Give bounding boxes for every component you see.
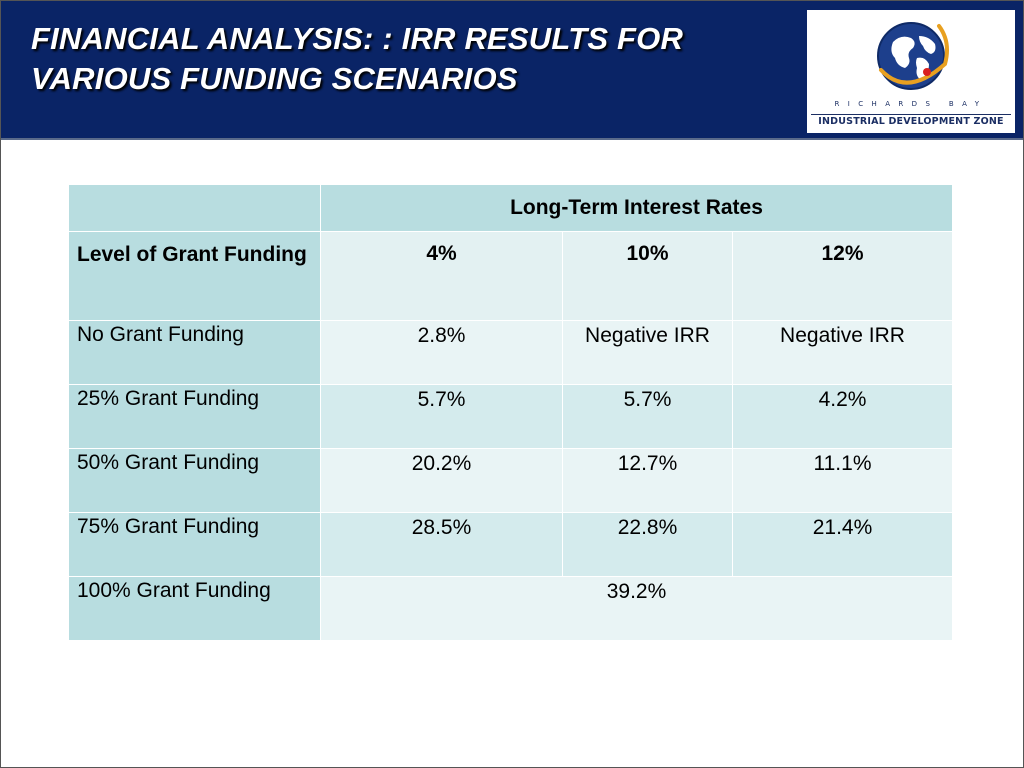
row-label: No Grant Funding — [68, 320, 321, 385]
row-label: 75% Grant Funding — [68, 512, 321, 577]
slide-title-line2: VARIOUS FUNDING SCENARIOS — [31, 61, 518, 96]
row-label: 25% Grant Funding — [68, 384, 321, 449]
table-cell: 11.1% — [732, 448, 953, 513]
header-banner: FINANCIAL ANALYSIS: : IRR RESULTS FOR VA… — [1, 1, 1023, 140]
column-header: 4% — [320, 231, 563, 321]
table-corner-cell — [68, 184, 321, 232]
table-cell: 2.8% — [320, 320, 563, 385]
slide-title: FINANCIAL ANALYSIS: : IRR RESULTS FOR VA… — [31, 19, 791, 99]
table-cell: 5.7% — [320, 384, 563, 449]
slide-title-line1: FINANCIAL ANALYSIS: : IRR RESULTS FOR — [31, 21, 684, 56]
table-row: 100% Grant Funding 39.2% — [68, 576, 953, 641]
globe-icon — [877, 22, 949, 90]
logo-divider — [811, 114, 1011, 115]
logo-subtitle: INDUSTRIAL DEVELOPMENT ZONE — [818, 116, 1004, 127]
column-header: 12% — [732, 231, 953, 321]
table-column-header-row: Level of Grant Funding 4% 10% 12% — [68, 231, 953, 321]
logo-name: RICHARDS BAY — [834, 100, 988, 108]
table-row: 50% Grant Funding 20.2% 12.7% 11.1% — [68, 448, 953, 513]
table-cell-merged: 39.2% — [320, 576, 953, 641]
table-cell: 20.2% — [320, 448, 563, 513]
table-row: 75% Grant Funding 28.5% 22.8% 21.4% — [68, 512, 953, 577]
table-cell: 4.2% — [732, 384, 953, 449]
group-header: Long-Term Interest Rates — [320, 184, 953, 232]
column-header: 10% — [562, 231, 733, 321]
table-row: 25% Grant Funding 5.7% 5.7% 4.2% — [68, 384, 953, 449]
irr-results-table: Long-Term Interest Rates Level of Grant … — [68, 184, 953, 641]
table-cell: 12.7% — [562, 448, 733, 513]
row-header-label: Level of Grant Funding — [68, 231, 321, 321]
rbidz-logo: RICHARDS BAY INDUSTRIAL DEVELOPMENT ZONE — [807, 10, 1015, 133]
table-cell: 28.5% — [320, 512, 563, 577]
table-cell: 22.8% — [562, 512, 733, 577]
table-cell: 5.7% — [562, 384, 733, 449]
table-group-header-row: Long-Term Interest Rates — [68, 184, 953, 232]
row-label: 100% Grant Funding — [68, 576, 321, 641]
row-label: 50% Grant Funding — [68, 448, 321, 513]
table-cell: 21.4% — [732, 512, 953, 577]
table-cell: Negative IRR — [732, 320, 953, 385]
table-cell: Negative IRR — [562, 320, 733, 385]
table-row: No Grant Funding 2.8% Negative IRR Negat… — [68, 320, 953, 385]
